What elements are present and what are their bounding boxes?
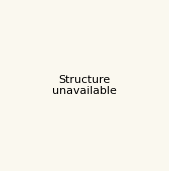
Text: Structure
unavailable: Structure unavailable: [52, 75, 117, 96]
